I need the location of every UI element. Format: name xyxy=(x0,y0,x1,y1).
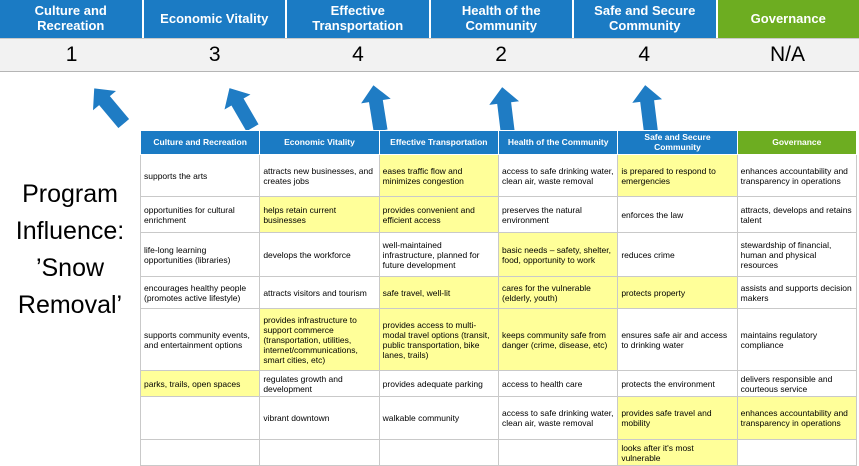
table-cell: provides safe travel and mobility xyxy=(618,397,737,440)
table-cell xyxy=(379,440,498,466)
table-cell: safe travel, well-lit xyxy=(379,277,498,309)
up-arrow-icon xyxy=(487,85,522,134)
score-value: 4 xyxy=(286,39,429,71)
table-cell xyxy=(141,397,260,440)
table-cell: parks, trails, open spaces xyxy=(141,371,260,397)
table-cell: regulates growth and development xyxy=(260,371,379,397)
matrix-header-cell: Economic Vitality xyxy=(260,131,379,155)
table-cell: provides access to multi-modal travel op… xyxy=(379,309,498,371)
table-cell: preserves the natural environment xyxy=(498,197,617,233)
table-cell: helps retain current businesses xyxy=(260,197,379,233)
table-cell: enhances accountability and transparency… xyxy=(737,155,856,197)
table-cell: ensures safe air and access to drinking … xyxy=(618,309,737,371)
score-value: 2 xyxy=(430,39,573,71)
table-cell: provides adequate parking xyxy=(379,371,498,397)
table-cell: stewardship of financial, human and phys… xyxy=(737,233,856,277)
scoreboard-header-cell: Safe and Secure Community xyxy=(574,0,718,38)
table-row: life-long learning opportunities (librar… xyxy=(141,233,857,277)
table-cell: looks after it's most vulnerable xyxy=(618,440,737,466)
table-cell: eases traffic flow and minimizes congest… xyxy=(379,155,498,197)
scoreboard-header-cell: Economic Vitality xyxy=(144,0,288,38)
up-arrow-icon xyxy=(217,81,266,136)
matrix-header-cell: Culture and Recreation xyxy=(141,131,260,155)
table-cell xyxy=(260,440,379,466)
table-cell: supports community events, and entertain… xyxy=(141,309,260,371)
up-arrow-icon xyxy=(83,79,136,134)
table-cell: enhances accountability and transparency… xyxy=(737,397,856,440)
score-value: 1 xyxy=(0,39,143,71)
table-cell: life-long learning opportunities (librar… xyxy=(141,233,260,277)
table-cell: keeps community safe from danger (crime,… xyxy=(498,309,617,371)
table-cell: reduces crime xyxy=(618,233,737,277)
table-cell: is prepared to respond to emergencies xyxy=(618,155,737,197)
program-title: Program Influence: ’Snow Removal’ xyxy=(0,176,140,324)
score-value: 3 xyxy=(143,39,286,71)
scoreboard-header-cell: Governance xyxy=(718,0,859,38)
table-cell: attracts new businesses, and creates job… xyxy=(260,155,379,197)
table-cell: opportunities for cultural enrichment xyxy=(141,197,260,233)
table-cell: well-maintained infrastructure, planned … xyxy=(379,233,498,277)
scoreboard-header-cell: Effective Transportation xyxy=(287,0,431,38)
scoreboard-header-cell: Health of the Community xyxy=(431,0,575,38)
table-cell: encourages healthy people (promotes acti… xyxy=(141,277,260,309)
up-arrow-icon xyxy=(359,83,396,133)
table-cell: attracts, develops and retains talent xyxy=(737,197,856,233)
table-cell: basic needs – safety, shelter, food, opp… xyxy=(498,233,617,277)
table-cell xyxy=(498,440,617,466)
table-cell: enforces the law xyxy=(618,197,737,233)
score-value: N/A xyxy=(716,39,859,71)
scoreboard-header-cell: Culture and Recreation xyxy=(0,0,144,38)
up-arrow-icon xyxy=(630,83,665,132)
table-cell: protects the environment xyxy=(618,371,737,397)
table-cell xyxy=(737,440,856,466)
table-cell: access to health care xyxy=(498,371,617,397)
table-cell: provides convenient and efficient access xyxy=(379,197,498,233)
score-value: 4 xyxy=(573,39,716,71)
matrix-header-cell: Governance xyxy=(737,131,856,155)
table-cell: protects property xyxy=(618,277,737,309)
table-cell: supports the arts xyxy=(141,155,260,197)
table-cell: access to safe drinking water, clean air… xyxy=(498,155,617,197)
matrix-header-cell: Safe and Secure Community xyxy=(618,131,737,155)
table-cell: cares for the vulnerable (elderly, youth… xyxy=(498,277,617,309)
table-row: looks after it's most vulnerable xyxy=(141,440,857,466)
matrix-header-cell: Effective Transportation xyxy=(379,131,498,155)
table-row: supports community events, and entertain… xyxy=(141,309,857,371)
table-cell: attracts visitors and tourism xyxy=(260,277,379,309)
table-cell: vibrant downtown xyxy=(260,397,379,440)
table-cell: delivers responsible and courteous servi… xyxy=(737,371,856,397)
table-cell: provides infrastructure to support comme… xyxy=(260,309,379,371)
table-cell: access to safe drinking water, clean air… xyxy=(498,397,617,440)
table-row: encourages healthy people (promotes acti… xyxy=(141,277,857,309)
table-cell: maintains regulatory compliance xyxy=(737,309,856,371)
table-cell xyxy=(141,440,260,466)
table-cell: assists and supports decision makers xyxy=(737,277,856,309)
matrix-header-cell: Health of the Community xyxy=(498,131,617,155)
table-cell: walkable community xyxy=(379,397,498,440)
table-cell: develops the workforce xyxy=(260,233,379,277)
